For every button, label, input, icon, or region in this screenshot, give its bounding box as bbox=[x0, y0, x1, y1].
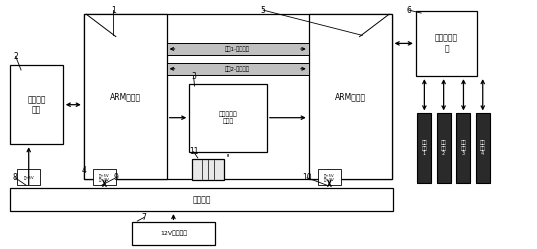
Text: 3: 3 bbox=[191, 72, 196, 81]
Bar bbox=[437, 113, 451, 183]
Text: 8: 8 bbox=[13, 173, 18, 182]
Bar bbox=[416, 11, 477, 76]
Bar bbox=[476, 113, 490, 183]
Bar bbox=[18, 169, 40, 185]
Bar bbox=[166, 62, 309, 75]
Bar bbox=[309, 14, 391, 179]
Bar bbox=[189, 84, 267, 152]
Text: ARM处理器: ARM处理器 bbox=[335, 92, 366, 101]
Text: 人机交互
模块: 人机交互 模块 bbox=[27, 95, 46, 114]
Bar bbox=[10, 188, 393, 211]
Text: 信号调理模
块: 信号调理模 块 bbox=[435, 34, 458, 53]
Text: 接收
探头
4: 接收 探头 4 bbox=[480, 140, 485, 156]
Bar bbox=[10, 65, 63, 144]
Text: 6: 6 bbox=[407, 6, 411, 15]
Text: 电源模块: 电源模块 bbox=[193, 195, 211, 204]
Bar bbox=[192, 159, 223, 180]
Text: ARM处理器: ARM处理器 bbox=[110, 92, 141, 101]
Text: 接收
探头
3: 接收 探头 3 bbox=[461, 140, 466, 156]
Text: 电+5V
电+3V: 电+5V 电+3V bbox=[324, 173, 335, 182]
Text: 接收
探头
1: 接收 探头 1 bbox=[422, 140, 427, 156]
Text: 接收
探头
2: 接收 探头 2 bbox=[441, 140, 447, 156]
Text: 电+5V
电+3V: 电+5V 电+3V bbox=[99, 173, 110, 182]
Bar bbox=[456, 113, 470, 183]
Text: 5: 5 bbox=[260, 6, 266, 15]
Text: 同步信号处
理模块: 同步信号处 理模块 bbox=[219, 112, 237, 124]
Text: 9: 9 bbox=[113, 173, 118, 182]
Bar bbox=[84, 14, 391, 179]
Text: 11: 11 bbox=[189, 147, 198, 156]
Bar bbox=[93, 169, 115, 185]
Bar bbox=[132, 222, 215, 245]
Text: 10: 10 bbox=[302, 173, 312, 182]
Text: 2: 2 bbox=[13, 52, 18, 61]
Bar bbox=[166, 43, 309, 55]
Bar bbox=[417, 113, 431, 183]
Text: 4: 4 bbox=[81, 166, 86, 175]
Text: 串口1-参数设置: 串口1-参数设置 bbox=[225, 46, 250, 52]
Text: 电+5V: 电+5V bbox=[24, 175, 34, 179]
Text: 7: 7 bbox=[142, 213, 147, 222]
Text: 串口2-数据传输: 串口2-数据传输 bbox=[225, 66, 250, 71]
Text: 1: 1 bbox=[111, 6, 115, 15]
Bar bbox=[84, 14, 166, 179]
Text: 12V开关电源: 12V开关电源 bbox=[160, 231, 187, 236]
Bar bbox=[318, 169, 340, 185]
